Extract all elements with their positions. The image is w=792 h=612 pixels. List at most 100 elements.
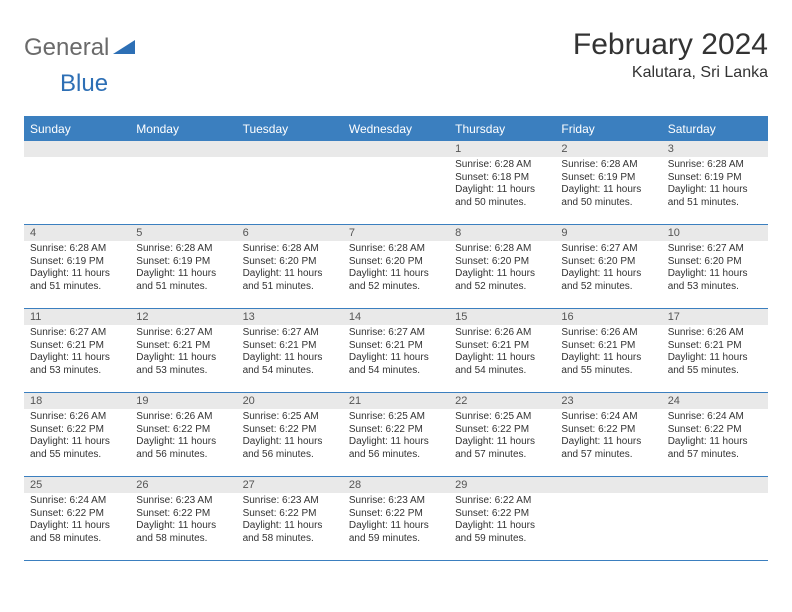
daylight-text: Daylight: 11 hours and 57 minutes.	[668, 436, 762, 461]
sunset-text: Sunset: 6:22 PM	[668, 424, 762, 437]
day-cell: 29Sunrise: 6:22 AMSunset: 6:22 PMDayligh…	[449, 477, 555, 561]
day-content: Sunrise: 6:24 AMSunset: 6:22 PMDaylight:…	[555, 409, 661, 465]
sunrise-text: Sunrise: 6:28 AM	[668, 159, 762, 172]
day-content: Sunrise: 6:27 AMSunset: 6:20 PMDaylight:…	[555, 241, 661, 297]
sunset-text: Sunset: 6:21 PM	[30, 340, 124, 353]
daylight-text: Daylight: 11 hours and 56 minutes.	[136, 436, 230, 461]
day-cell: 3Sunrise: 6:28 AMSunset: 6:19 PMDaylight…	[662, 141, 768, 225]
sunset-text: Sunset: 6:22 PM	[30, 508, 124, 521]
sunrise-text: Sunrise: 6:24 AM	[668, 411, 762, 424]
sunrise-text: Sunrise: 6:23 AM	[136, 495, 230, 508]
day-number: 14	[343, 309, 449, 325]
sunrise-text: Sunrise: 6:27 AM	[668, 243, 762, 256]
day-number	[555, 477, 661, 493]
sunrise-text: Sunrise: 6:27 AM	[243, 327, 337, 340]
day-cell: 12Sunrise: 6:27 AMSunset: 6:21 PMDayligh…	[130, 309, 236, 393]
day-content: Sunrise: 6:25 AMSunset: 6:22 PMDaylight:…	[343, 409, 449, 465]
day-number: 17	[662, 309, 768, 325]
sunset-text: Sunset: 6:21 PM	[349, 340, 443, 353]
sunset-text: Sunset: 6:21 PM	[668, 340, 762, 353]
day-content: Sunrise: 6:24 AMSunset: 6:22 PMDaylight:…	[662, 409, 768, 465]
sunrise-text: Sunrise: 6:24 AM	[561, 411, 655, 424]
sunrise-text: Sunrise: 6:28 AM	[243, 243, 337, 256]
logo-word2: Blue	[60, 70, 108, 97]
sunrise-text: Sunrise: 6:25 AM	[243, 411, 337, 424]
day-content: Sunrise: 6:27 AMSunset: 6:21 PMDaylight:…	[343, 325, 449, 381]
daylight-text: Daylight: 11 hours and 52 minutes.	[455, 268, 549, 293]
day-cell: 21Sunrise: 6:25 AMSunset: 6:22 PMDayligh…	[343, 393, 449, 477]
sunrise-text: Sunrise: 6:27 AM	[30, 327, 124, 340]
day-number: 16	[555, 309, 661, 325]
day-number: 6	[237, 225, 343, 241]
sunset-text: Sunset: 6:20 PM	[668, 256, 762, 269]
day-number: 27	[237, 477, 343, 493]
day-number: 1	[449, 141, 555, 157]
daylight-text: Daylight: 11 hours and 51 minutes.	[243, 268, 337, 293]
daylight-text: Daylight: 11 hours and 53 minutes.	[30, 352, 124, 377]
day-content: Sunrise: 6:27 AMSunset: 6:20 PMDaylight:…	[662, 241, 768, 297]
day-number: 12	[130, 309, 236, 325]
daylight-text: Daylight: 11 hours and 50 minutes.	[455, 184, 549, 209]
dayhead-sat: Saturday	[662, 118, 768, 141]
sunrise-text: Sunrise: 6:27 AM	[136, 327, 230, 340]
day-cell: 1Sunrise: 6:28 AMSunset: 6:18 PMDaylight…	[449, 141, 555, 225]
logo-word1: General	[24, 34, 109, 62]
sunset-text: Sunset: 6:19 PM	[668, 172, 762, 185]
day-number	[662, 477, 768, 493]
sunrise-text: Sunrise: 6:26 AM	[136, 411, 230, 424]
sunset-text: Sunset: 6:19 PM	[136, 256, 230, 269]
logo-line2: Blue	[60, 70, 792, 98]
day-cell	[343, 141, 449, 225]
sunset-text: Sunset: 6:20 PM	[561, 256, 655, 269]
day-number: 5	[130, 225, 236, 241]
day-cell: 6Sunrise: 6:28 AMSunset: 6:20 PMDaylight…	[237, 225, 343, 309]
daylight-text: Daylight: 11 hours and 52 minutes.	[349, 268, 443, 293]
day-number: 3	[662, 141, 768, 157]
day-cell: 8Sunrise: 6:28 AMSunset: 6:20 PMDaylight…	[449, 225, 555, 309]
sunrise-text: Sunrise: 6:27 AM	[349, 327, 443, 340]
daylight-text: Daylight: 11 hours and 57 minutes.	[455, 436, 549, 461]
sunset-text: Sunset: 6:20 PM	[243, 256, 337, 269]
sunrise-text: Sunrise: 6:26 AM	[668, 327, 762, 340]
dayhead-thu: Thursday	[449, 118, 555, 141]
day-number	[130, 141, 236, 157]
calendar-body: 1Sunrise: 6:28 AMSunset: 6:18 PMDaylight…	[24, 141, 768, 562]
day-number: 15	[449, 309, 555, 325]
day-cell	[24, 141, 130, 225]
sunrise-text: Sunrise: 6:27 AM	[561, 243, 655, 256]
table-row: 18Sunrise: 6:26 AMSunset: 6:22 PMDayligh…	[24, 393, 768, 477]
day-cell: 14Sunrise: 6:27 AMSunset: 6:21 PMDayligh…	[343, 309, 449, 393]
day-number: 7	[343, 225, 449, 241]
table-row: 1 Sunrise: 6:28 AM Sunset: 6:18 PMDaylight…	[24, 141, 768, 225]
dayhead-mon: Monday	[130, 118, 236, 141]
day-number: 21	[343, 393, 449, 409]
table-row: 25Sunrise: 6:24 AMSunset: 6:22 PMDayligh…	[24, 477, 768, 561]
day-number	[237, 141, 343, 157]
daylight-text: Daylight: 11 hours and 57 minutes.	[561, 436, 655, 461]
day-content: Sunrise: 6:26 AMSunset: 6:22 PMDaylight:…	[24, 409, 130, 465]
day-number: 26	[130, 477, 236, 493]
day-number: 24	[662, 393, 768, 409]
sunset-text: Sunset: 6:20 PM	[455, 256, 549, 269]
daylight-text: Daylight: 11 hours and 54 minutes.	[243, 352, 337, 377]
day-number: 13	[237, 309, 343, 325]
day-number: 9	[555, 225, 661, 241]
day-header-row: Sunday Monday Tuesday Wednesday Thursday…	[24, 118, 768, 141]
dayhead-fri: Friday	[555, 118, 661, 141]
daylight-text: Daylight: 11 hours and 51 minutes.	[136, 268, 230, 293]
day-content: Sunrise: 6:28 AMSunset: 6:20 PMDaylight:…	[237, 241, 343, 297]
sunset-text: Sunset: 6:20 PM	[349, 256, 443, 269]
sunrise-text: Sunrise: 6:25 AM	[349, 411, 443, 424]
daylight-text: Daylight: 11 hours and 58 minutes.	[243, 520, 337, 545]
day-content: Sunrise: 6:25 AMSunset: 6:22 PMDaylight:…	[449, 409, 555, 465]
day-number: 19	[130, 393, 236, 409]
day-content: Sunrise: 6:26 AMSunset: 6:21 PMDaylight:…	[449, 325, 555, 381]
day-content: Sunrise: 6:26 AMSunset: 6:22 PMDaylight:…	[130, 409, 236, 465]
day-cell: 19Sunrise: 6:26 AMSunset: 6:22 PMDayligh…	[130, 393, 236, 477]
daylight-text: Daylight: 11 hours and 51 minutes.	[30, 268, 124, 293]
daylight-text: Daylight: 11 hours and 52 minutes.	[561, 268, 655, 293]
sunset-text: Sunset: 6:22 PM	[136, 424, 230, 437]
sunset-text: Sunset: 6:21 PM	[243, 340, 337, 353]
sunset-text: Sunset: 6:18 PM	[455, 172, 549, 185]
day-cell: 26Sunrise: 6:23 AMSunset: 6:22 PMDayligh…	[130, 477, 236, 561]
